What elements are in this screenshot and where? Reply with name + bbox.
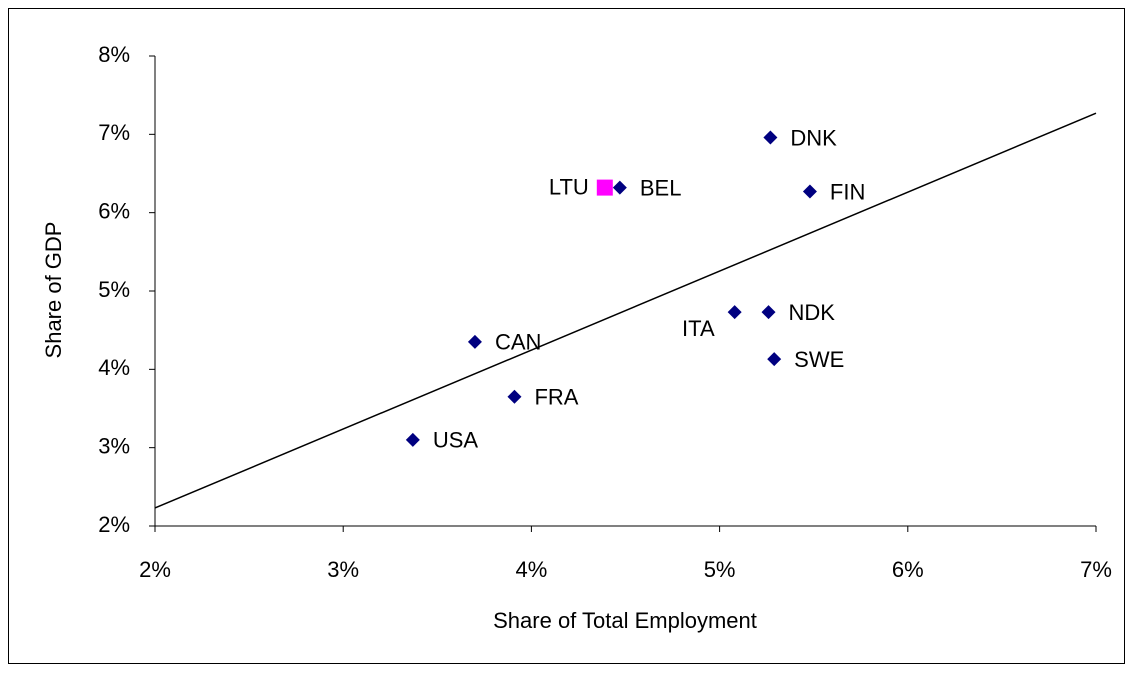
point [761,305,776,320]
point [612,180,627,195]
x-axis-title: Share of Total Employment [493,608,757,633]
y-tick-label: 7% [98,120,130,145]
y-tick-label: 8% [98,42,130,67]
x-tick-label: 3% [327,557,359,582]
point [507,389,522,404]
x-tick-label: 5% [704,557,736,582]
point [467,334,482,349]
trendline [154,112,1097,509]
point-label: DNK [790,125,837,150]
point-label: CAN [495,330,541,355]
point [727,305,742,320]
x-tick-label: 4% [516,557,548,582]
point [405,432,420,447]
y-tick-label: 4% [98,355,130,380]
x-tick-label: 7% [1080,557,1112,582]
y-axis-title: Share of GDP [41,222,66,359]
x-tick-label: 6% [892,557,924,582]
point [767,352,782,367]
point-label: FRA [534,385,578,410]
point [763,130,778,145]
x-tick-label: 2% [139,557,171,582]
y-tick-label: 6% [98,198,130,223]
y-tick-label: 2% [98,512,130,537]
point-label: SWE [794,347,844,372]
point [802,184,817,199]
point-label: FIN [830,179,865,204]
point-label: BEL [640,175,682,200]
point-label: ITA [682,316,715,341]
point [596,179,613,196]
point-label: USA [433,428,479,453]
point-label: NDK [789,300,836,325]
y-tick-label: 5% [98,277,130,302]
point-label: LTU [549,174,589,199]
y-tick-label: 3% [98,433,130,458]
